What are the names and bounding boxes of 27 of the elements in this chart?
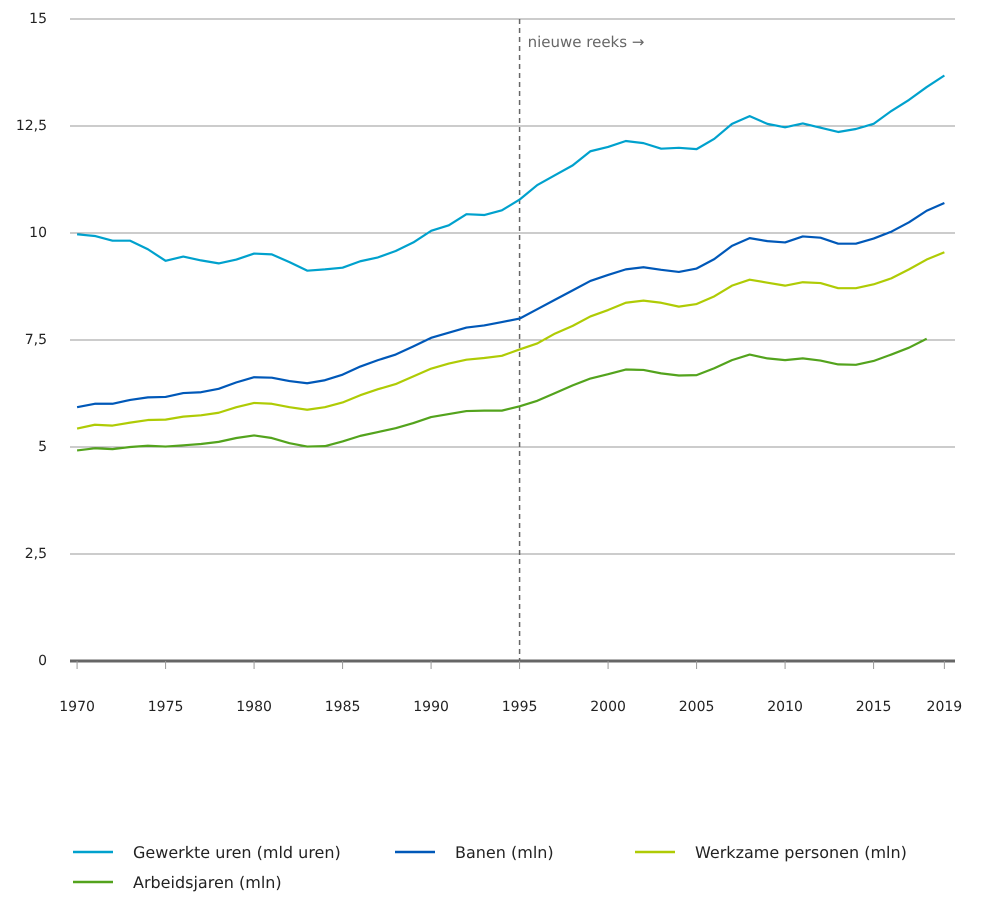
y-tick-label: 0 [38, 653, 47, 669]
x-tick-label: 1985 [324, 699, 360, 715]
legend-label: Werkzame personen (mln) [695, 843, 907, 862]
y-tick-label: 12,5 [16, 118, 47, 134]
y-tick-label: 2,5 [24, 546, 47, 562]
x-tick-label: 2015 [856, 699, 892, 715]
x-tick-label: 1980 [236, 699, 272, 715]
x-tick-label: 2019 [926, 699, 962, 715]
line-series [76, 202, 946, 408]
x-tick-label: 2010 [767, 699, 803, 715]
y-tick-label: 15 [29, 11, 47, 27]
legend-label: Banen (mln) [455, 843, 554, 862]
x-tick-label: 1970 [59, 699, 95, 715]
x-tick-label: 1975 [148, 699, 184, 715]
y-tick-label: 10 [29, 225, 47, 241]
x-tick-label: 2005 [678, 699, 714, 715]
legend-label: Gewerkte uren (mld uren) [133, 843, 341, 862]
line-series [76, 251, 946, 430]
line-series [76, 338, 928, 452]
y-tick-label: 5 [38, 439, 47, 455]
legend-label: Arbeidsjaren (mln) [133, 873, 282, 892]
ref-line-label: nieuwe reeks → [528, 33, 644, 51]
x-tick-label: 2000 [590, 699, 626, 715]
line-series [76, 74, 946, 272]
x-tick-label: 1990 [413, 699, 449, 715]
y-tick-label: 7,5 [24, 332, 47, 348]
x-tick-label: 1995 [502, 699, 538, 715]
